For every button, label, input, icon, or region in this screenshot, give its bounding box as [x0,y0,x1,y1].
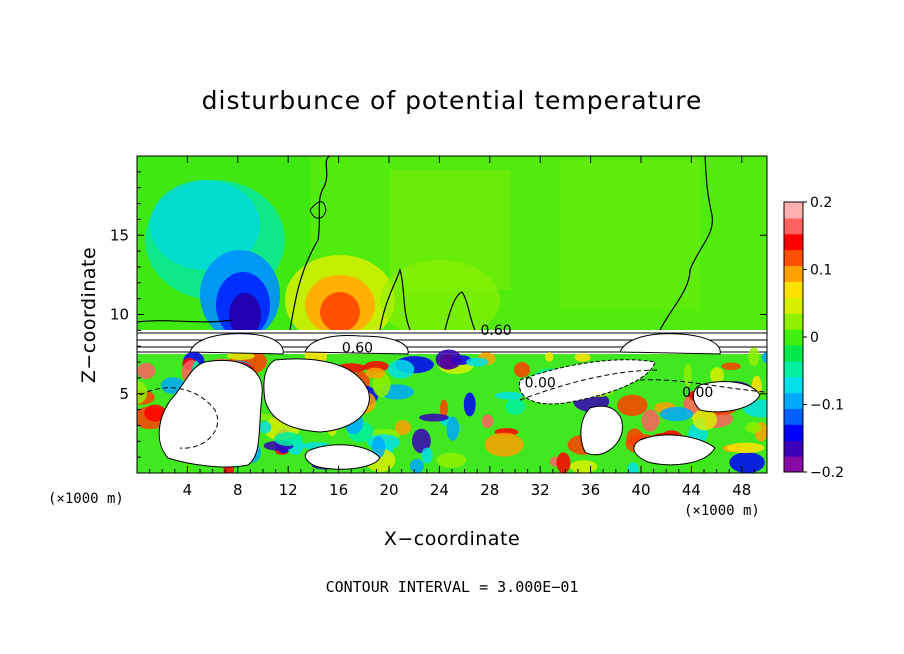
texture-blob [556,452,571,473]
x-tick-label: 4 [183,481,193,499]
texture-blob [446,416,460,441]
colorbar-swatch [784,329,803,346]
texture-blob [371,435,386,458]
x-tick-label: 32 [531,481,550,499]
contour-interval-note: CONTOUR INTERVAL = 3.000E−01 [325,578,579,596]
texture-blob [627,462,639,473]
heatmap-field [137,156,767,473]
texture-blob [745,422,762,434]
colorbar-label: −0.1 [810,398,844,414]
texture-blob [409,458,424,473]
x-tick-label: 24 [430,481,449,499]
x-tick-label: 12 [279,481,298,499]
colorbar-swatch [784,456,803,473]
contour-label: 0.00 [525,375,556,391]
texture-blob [463,392,476,417]
colorbar-swatch [784,424,803,441]
texture-blob [544,352,554,362]
texture-blob [692,409,718,431]
texture-blob [513,361,530,378]
texture-blob [726,442,765,454]
texture-blob [259,421,272,434]
y-ticks: 5 10 15 [110,171,767,458]
colorbar [783,201,804,473]
texture-blob [505,398,526,415]
texture-blob [439,399,448,418]
colorbar-labels: 0.2 0.1 0 −0.1 −0.2 [803,195,844,481]
texture-blob [372,372,391,397]
texture-blob [748,347,760,366]
colorbar-swatch [784,297,803,314]
texture-blob [466,357,489,367]
texture-blob [761,352,767,363]
colorbar-swatch [784,249,803,267]
colorbar-label: −0.2 [810,465,844,481]
contour-label: 0.60 [481,323,512,339]
texture-blob [387,359,415,379]
texture-blob [494,391,523,400]
colorbar-swatch [784,408,803,425]
texture-blob [226,352,255,360]
x-axis-label: X−coordinate [383,528,521,550]
colorbar-label: 0.2 [810,195,832,211]
texture-blob [484,432,524,457]
texture-blob [574,353,591,362]
texture-blob [683,363,692,387]
texture-blob [419,413,449,422]
chart-title: disturbunce of potential temperature [201,86,703,115]
x-ticks: 4 8 12 16 20 24 28 32 36 40 44 48 [149,156,755,499]
colorbar-swatch [784,217,803,235]
colorbar-swatch [784,202,803,219]
texture-blob [617,394,648,416]
x-tick-label: 36 [581,481,600,499]
colorbar-swatch [784,344,803,362]
x-tick-label: 28 [480,481,499,499]
x-unit-right: (×1000 m) [684,503,760,519]
texture-blob [721,362,741,371]
x-unit-left: (×1000 m) [48,491,124,507]
y-tick-label: 5 [119,385,129,403]
x-tick-label: 44 [682,481,701,499]
texture-blob [365,367,386,379]
texture-blob [710,367,724,384]
colorbar-swatch [784,265,803,282]
texture-blob [641,409,660,432]
colorbar-swatch [784,233,803,251]
colorbar-label: 0.1 [810,263,832,279]
colorbar-swatch [784,360,803,378]
texture-blob [481,414,494,429]
x-tick-label: 8 [233,481,243,499]
x-tick-label: 48 [732,481,751,499]
colorbar-swatch [784,281,803,298]
contour-label: 0.60 [342,341,373,357]
colorbar-swatch [784,313,803,330]
texture-blob [659,406,694,422]
texture-blob [144,404,167,422]
texture-blob [274,432,303,447]
texture-blob [435,349,462,370]
y-tick-label: 15 [110,226,129,244]
colorbar-swatch [784,440,803,457]
contour-label: 0.00 [682,385,713,401]
texture-blob [411,428,431,454]
x-tick-label: 20 [379,481,398,499]
texture-blob [394,420,412,436]
colorbar-swatch [784,392,803,409]
texture-blob [421,447,433,464]
texture-blob [137,381,148,404]
colorbar-swatch [784,376,803,394]
texture-blob [729,452,765,473]
contour-labels: 0.60 0.60 0.00 0.00 [342,323,713,401]
texture-blob [569,460,598,473]
y-tick-label: 10 [110,306,129,324]
colorbar-label: 0 [810,330,819,346]
x-tick-label: 16 [329,481,348,499]
x-tick-label: 40 [631,481,650,499]
texture-blob [137,362,156,380]
texture-blob [436,452,467,468]
